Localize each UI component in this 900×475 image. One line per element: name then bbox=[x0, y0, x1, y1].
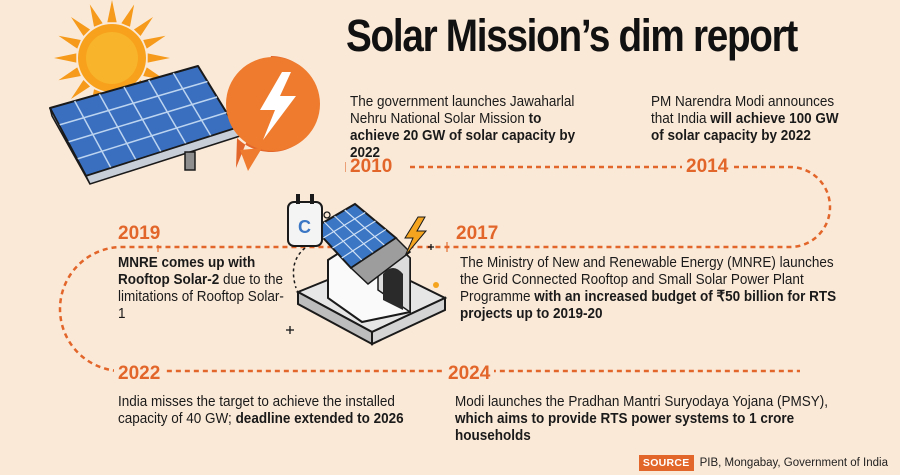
event-text-run: India misses the target to achieve the i… bbox=[118, 393, 395, 427]
event-text-run: with an increased budget of ₹50 billion … bbox=[460, 288, 837, 322]
lightning-bolt-icon bbox=[226, 56, 320, 171]
decorative-sparkles bbox=[286, 211, 439, 334]
year-2017-label: 2017 bbox=[452, 223, 503, 245]
year-2014-label: 2014 bbox=[682, 156, 733, 178]
event-text-run: to achieve 20 GW of solar capacity by 20… bbox=[350, 110, 576, 161]
house-rooftop-solar-icon bbox=[295, 202, 448, 346]
event-2010-description: The government launches Jawaharlal Nehru… bbox=[350, 93, 582, 161]
timeline-path bbox=[58, 165, 832, 373]
event-text-run: which aims to provide RTS power systems … bbox=[455, 410, 795, 444]
source-credit: SOURCE PIB, Mongabay, Government of Indi… bbox=[638, 455, 888, 471]
event-2014-description: PM Narendra Modi announces that India wi… bbox=[651, 93, 853, 144]
event-2017-description: The Ministry of New and Renewable Energy… bbox=[460, 254, 845, 322]
event-text-run: due to the limitations of Rooftop Solar-… bbox=[118, 271, 284, 322]
event-2024-description: Modi launches the Pradhan Mantri Suryoda… bbox=[455, 393, 829, 444]
year-2024-label: 2024 bbox=[444, 363, 495, 385]
event-2022-description: India misses the target to achieve the i… bbox=[118, 393, 404, 427]
event-text-run: Modi launches the Pradhan Mantri Suryoda… bbox=[455, 393, 828, 410]
year-2022-label: 2022 bbox=[114, 363, 165, 385]
source-tag: SOURCE bbox=[638, 455, 694, 471]
event-text-run: MNRE comes up with Rooftop Solar-2 bbox=[118, 254, 256, 288]
solar-panel-icon bbox=[49, 65, 242, 185]
page-title: Solar Mission’s dim report bbox=[346, 10, 798, 61]
event-text-run: The government launches Jawaharlal Nehru… bbox=[350, 93, 575, 127]
plug-icon: C bbox=[287, 194, 323, 289]
year-2010-label: 2010 bbox=[346, 156, 397, 178]
event-text-run: The Ministry of New and Renewable Energy… bbox=[460, 254, 834, 305]
event-text-run: will achieve 100 GW of solar capacity by… bbox=[651, 110, 839, 144]
svg-text:C: C bbox=[298, 217, 311, 237]
event-2019-description: MNRE comes up with Rooftop Solar-2 due t… bbox=[118, 254, 289, 322]
source-text: PIB, Mongabay, Government of India bbox=[699, 457, 888, 469]
year-2019-label: 2019 bbox=[114, 223, 165, 245]
event-text-run: deadline extended to 2026 bbox=[235, 410, 404, 427]
event-text-run: PM Narendra Modi announces that India bbox=[651, 93, 835, 127]
